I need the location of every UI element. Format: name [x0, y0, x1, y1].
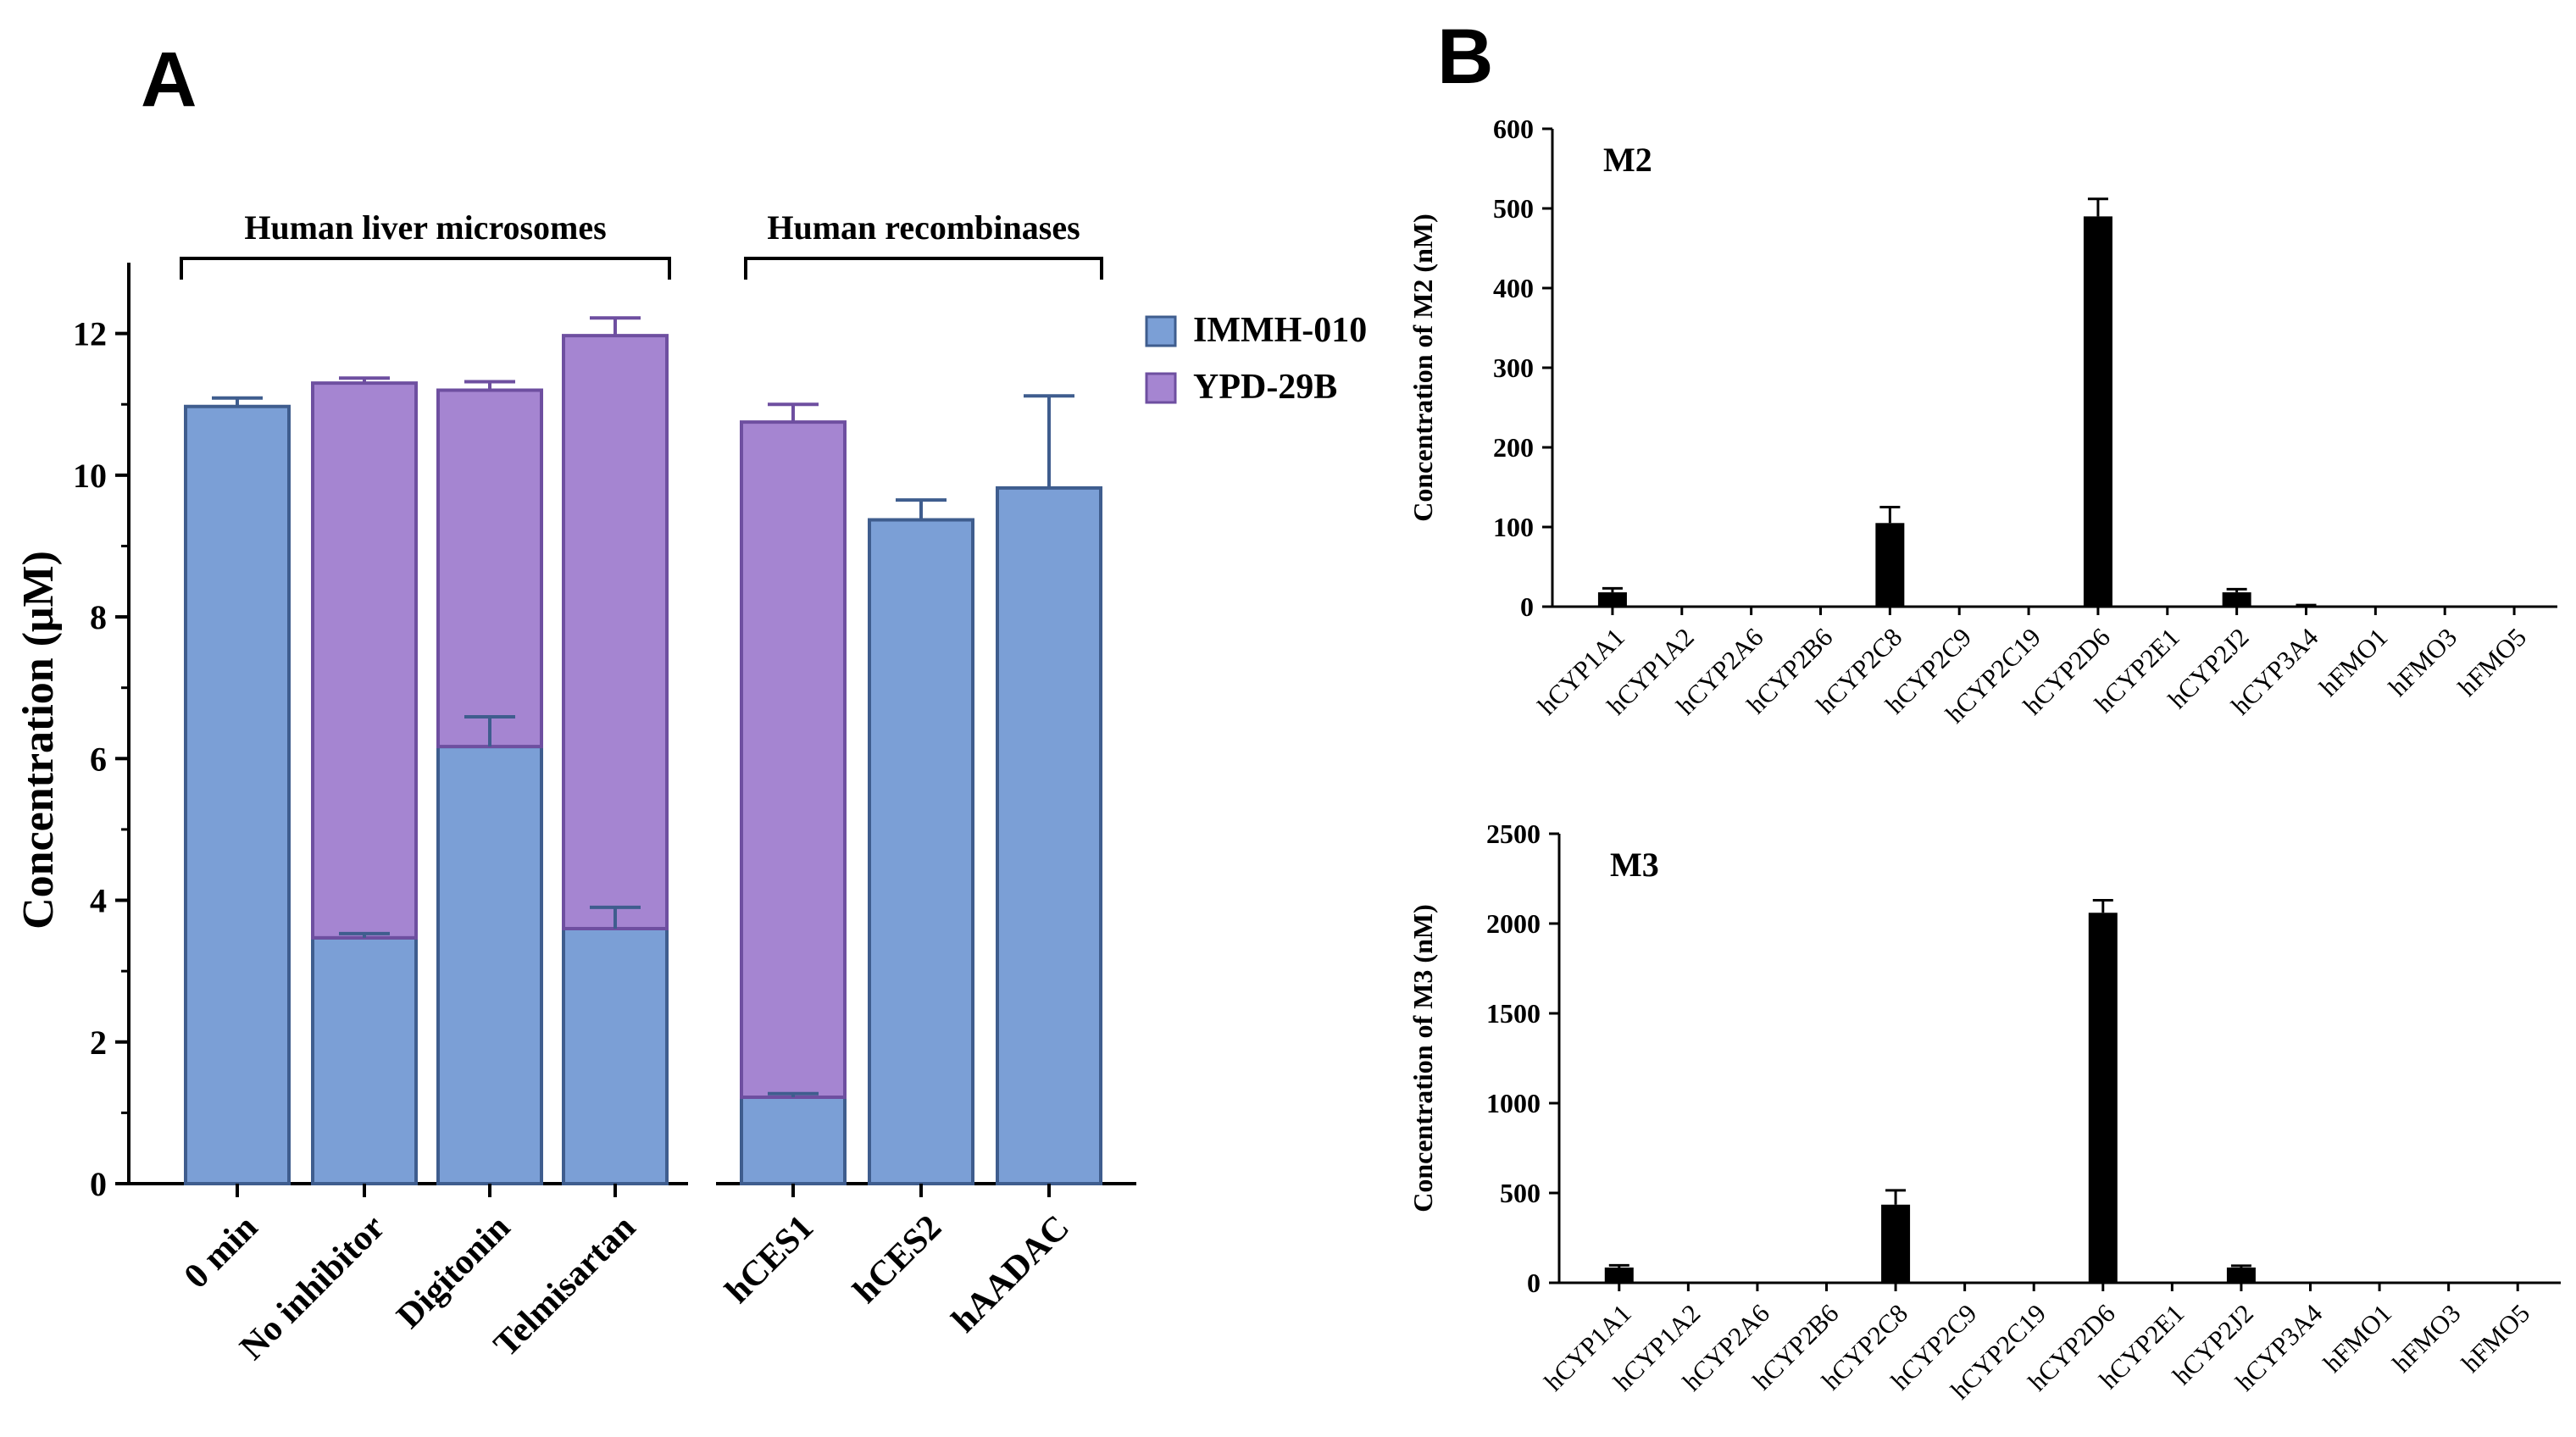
bar-immh-telmisartan: [562, 926, 669, 1185]
m2-y-tick-label: 200: [1493, 432, 1534, 463]
a-y-tick-label: 8: [90, 598, 107, 636]
a-y-axis-title: Concentration (μM): [14, 551, 63, 929]
m2-title: M2: [1603, 141, 1652, 179]
bar-ypd-telmisartan: [562, 334, 669, 930]
m2-y-tick-label: 400: [1493, 273, 1534, 303]
m3-bar-hcyp2c8: [1881, 1204, 1911, 1283]
m2-bar-hcyp2c8: [1875, 523, 1905, 607]
legend-swatch-ypd: [1145, 372, 1177, 404]
a-x-tick-label-digitonin: Digitonin: [390, 1208, 518, 1336]
legend-label-immh: IMMH-010: [1193, 311, 1367, 350]
m3-title: M3: [1610, 846, 1659, 884]
group-label-liver: Human liver microsomes: [244, 208, 606, 247]
bar-ypd-hces1: [740, 420, 847, 1099]
m3-y-tick-label: 2500: [1486, 818, 1541, 849]
m3-bar-hcyp2j2: [2226, 1267, 2256, 1283]
m2-y-tick-label: 600: [1493, 114, 1534, 144]
bar-immh-no-inhibitor: [311, 935, 418, 1185]
bar-ypd-digitonin: [436, 388, 543, 749]
a-x-tick-label-haadac: hAADAC: [945, 1208, 1077, 1340]
bar-immh-0-min: [184, 404, 291, 1185]
m3-x-tick-label-hfmo5: hFMO5: [2456, 1298, 2535, 1378]
chart-m3: 0 500 1000 1500 2000 2500 Concentration of M3 …: [1407, 818, 2561, 1405]
panel-b-label: B: [1437, 14, 1493, 100]
a-y-tick-label: 10: [73, 457, 107, 495]
m2-x-tick-label-hfmo5: hFMO5: [2452, 622, 2532, 702]
m3-y-tick-label: 1500: [1486, 998, 1541, 1029]
m3-y-tick-label: 1000: [1486, 1088, 1541, 1118]
a-y-tick-label: 4: [90, 882, 107, 920]
chart-a-legend: IMMH-010 YPD-29B: [1145, 311, 1367, 407]
m3-y-tick-label: 0: [1527, 1268, 1541, 1298]
m2-y-tick-label: 500: [1493, 193, 1534, 224]
m3-y-axis-title: Concentration of M3 (nM): [1407, 904, 1438, 1212]
legend-label-ypd: YPD-29B: [1193, 368, 1337, 407]
bar-immh-haadac: [996, 485, 1102, 1185]
m2-bar-hcyp2j2: [2222, 592, 2251, 607]
bar-immh-hces1: [740, 1095, 847, 1186]
m2-bar-hcyp1a1: [1597, 592, 1627, 607]
m2-x-tick-label-hfmo1: hFMO1: [2313, 622, 2393, 702]
m2-x-tick-label-hfmo3: hFMO3: [2383, 622, 2462, 702]
a-x-tick-label-hces2: hCES2: [846, 1208, 949, 1312]
m2-y-axis-title: Concentration of M2 (nM): [1407, 214, 1438, 521]
a-x-tick-label-hces1: hCES1: [718, 1208, 821, 1312]
m3-bar-hcyp1a1: [1604, 1267, 1634, 1283]
group-bracket-liver: [180, 257, 671, 280]
bar-immh-hces2: [868, 518, 974, 1185]
m2-y-tick-label: 300: [1493, 352, 1534, 383]
legend-swatch-immh: [1145, 315, 1177, 347]
m2-y-tick-label: 100: [1493, 512, 1534, 542]
a-y-tick-label: 12: [73, 315, 107, 353]
a-y-tick-label: 6: [90, 740, 107, 778]
a-y-tick-label: 2: [90, 1024, 107, 1062]
panel-a-label: A: [141, 36, 197, 123]
m2-bar-hcyp2d6: [2083, 216, 2112, 607]
m3-y-tick-label: 2000: [1486, 908, 1541, 939]
a-y-tick-label: 0: [90, 1165, 107, 1203]
group-bracket-recombinases: [744, 257, 1103, 280]
m3-bar-hcyp2c9: [1950, 1281, 1979, 1283]
m3-bar-hcyp2d6: [2088, 913, 2118, 1283]
m3-bar-hcyp3a4: [2296, 1281, 2325, 1283]
bar-ypd-no-inhibitor: [311, 381, 418, 940]
bar-immh-digitonin: [436, 745, 543, 1185]
m3-y-tick-label: 500: [1500, 1178, 1541, 1208]
chart-m2: 0 100 200 300 400 500 600 Concentration of M2 (…: [1407, 114, 2557, 729]
m3-x-tick-label-hfmo3: hFMO3: [2386, 1298, 2466, 1378]
a-x-tick-label-0-min: 0 min: [177, 1208, 265, 1296]
m2-y-tick-label: 0: [1520, 591, 1534, 622]
group-label-recombinases: Human recombinases: [767, 208, 1080, 247]
m3-x-tick-label-hfmo1: hFMO1: [2318, 1298, 2397, 1378]
